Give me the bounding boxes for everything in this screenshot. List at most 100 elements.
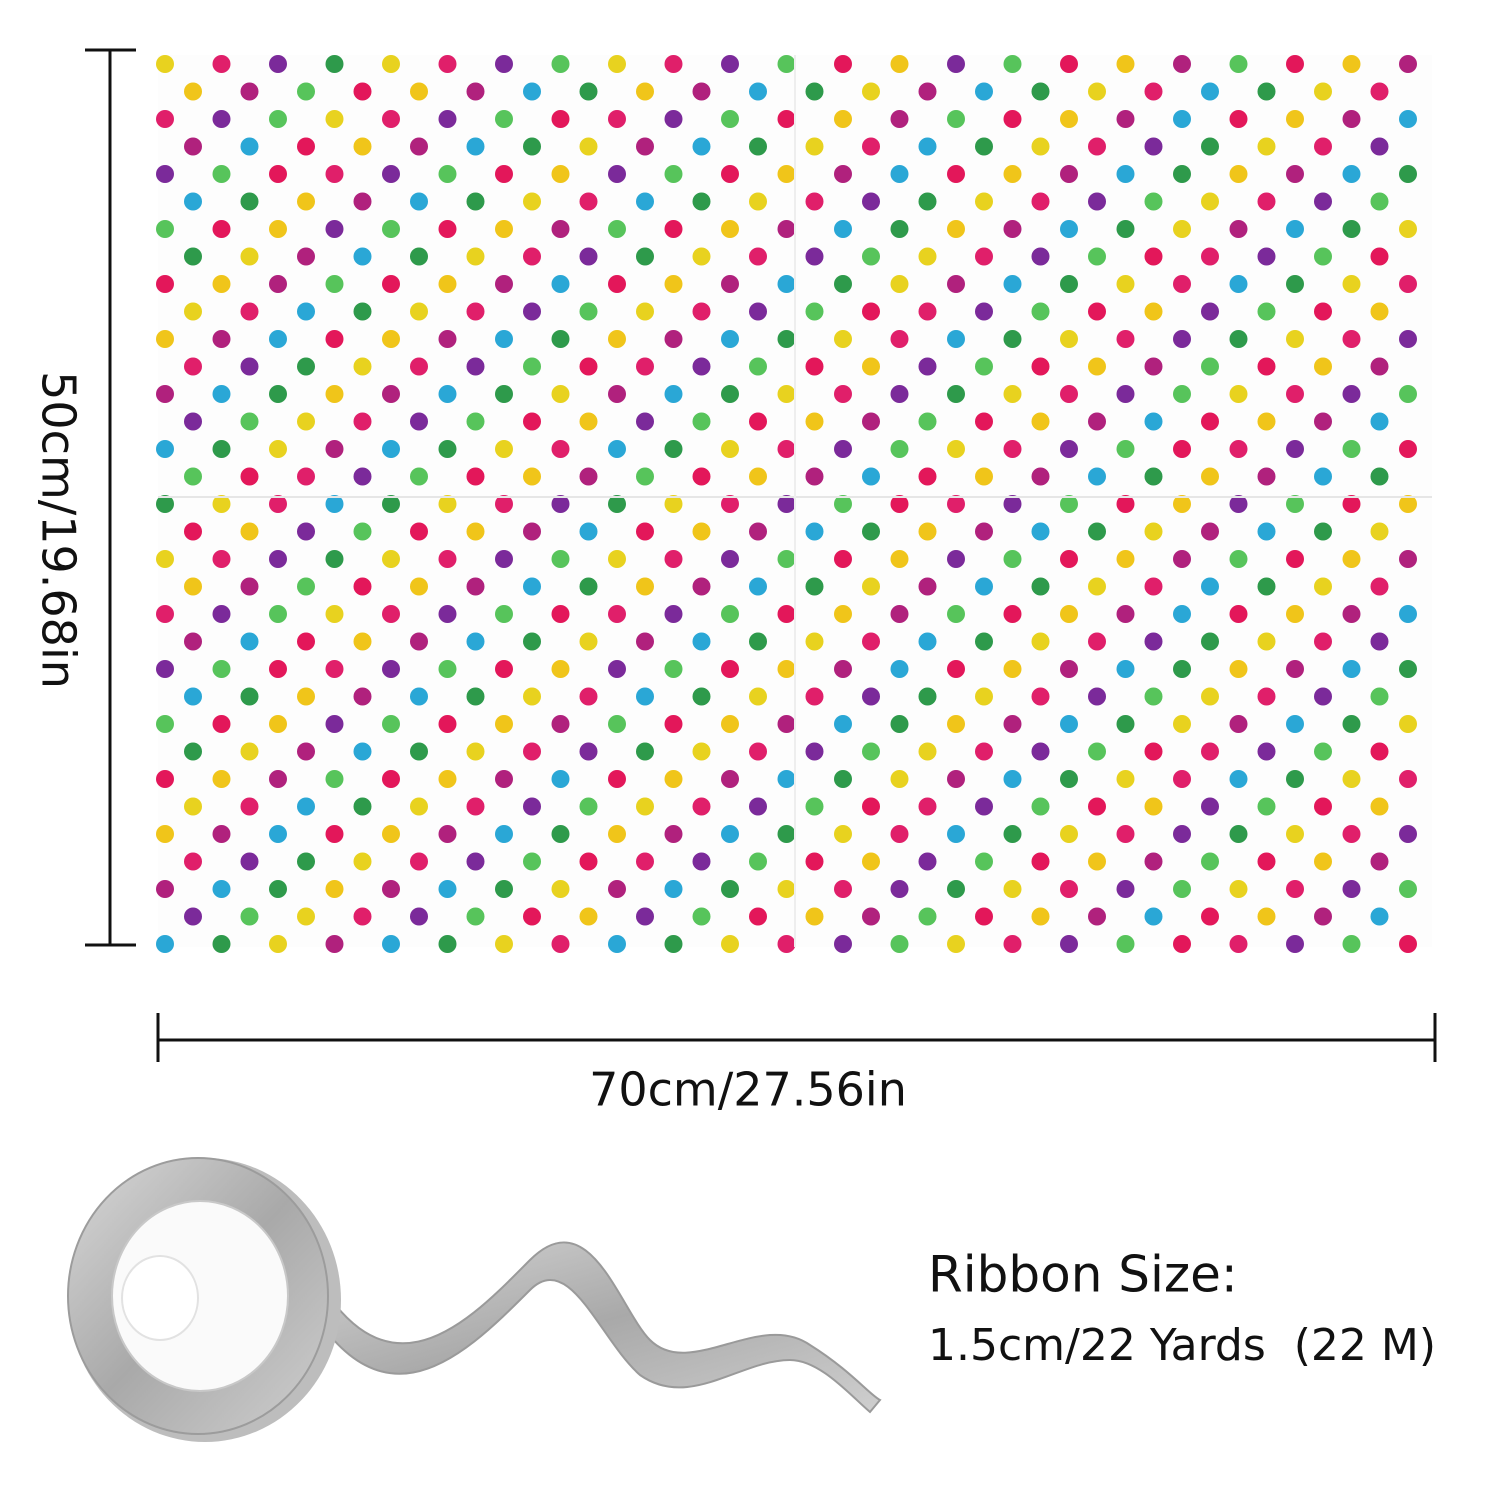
dot	[1173, 825, 1191, 843]
dot	[551, 660, 570, 678]
dot	[862, 137, 880, 156]
dot	[947, 550, 965, 568]
dot	[834, 495, 852, 513]
dot	[1201, 412, 1219, 431]
dot	[664, 605, 683, 623]
dot	[721, 275, 739, 293]
dot	[325, 440, 344, 458]
dot	[410, 907, 428, 926]
dot	[975, 687, 993, 706]
dot	[890, 550, 909, 568]
dot	[1003, 165, 1022, 183]
dot	[777, 55, 796, 73]
dot	[551, 825, 570, 843]
dot	[1201, 852, 1219, 871]
dot	[1342, 330, 1361, 348]
dot	[1399, 440, 1417, 458]
dot	[1031, 797, 1050, 816]
dot	[212, 220, 231, 238]
dot	[325, 220, 344, 238]
dot	[1286, 385, 1304, 403]
dot	[692, 742, 711, 761]
dot	[579, 302, 598, 321]
dot	[156, 330, 174, 348]
dot	[721, 220, 739, 238]
dot	[1314, 852, 1332, 871]
dot	[495, 165, 513, 183]
dot	[1173, 660, 1191, 678]
dot	[297, 247, 315, 266]
dot	[1031, 412, 1050, 431]
dot	[664, 770, 683, 788]
dot	[1003, 330, 1022, 348]
dot	[212, 55, 231, 73]
dot	[834, 660, 852, 678]
dot	[353, 742, 372, 761]
dot	[1088, 357, 1106, 376]
dot	[1370, 522, 1389, 541]
dot	[1060, 55, 1078, 73]
dot	[975, 357, 993, 376]
dot	[382, 330, 400, 348]
dot	[495, 330, 513, 348]
dot	[1144, 302, 1163, 321]
dot	[495, 385, 513, 403]
dot	[551, 770, 570, 788]
dot	[551, 605, 570, 623]
dot	[1257, 467, 1276, 486]
dot	[269, 440, 287, 458]
dot	[834, 330, 852, 348]
dot	[1314, 192, 1332, 211]
dot	[608, 880, 626, 898]
dot	[834, 275, 852, 293]
dot	[890, 220, 909, 238]
dot	[269, 220, 287, 238]
dot	[721, 110, 739, 128]
dot	[1399, 495, 1417, 513]
dot	[1201, 742, 1219, 761]
dot	[1257, 412, 1276, 431]
dot	[834, 825, 852, 843]
dot	[777, 440, 796, 458]
dot	[636, 687, 654, 706]
dot	[636, 577, 654, 596]
dot	[664, 935, 683, 953]
dot	[890, 330, 909, 348]
dot	[1229, 440, 1248, 458]
dot	[325, 275, 344, 293]
dot	[862, 247, 880, 266]
spool-center	[111, 1200, 289, 1392]
dot	[1088, 192, 1106, 211]
dot	[1201, 577, 1219, 596]
dot	[664, 715, 683, 733]
dot	[1370, 742, 1389, 761]
dot	[664, 495, 683, 513]
dot	[438, 110, 457, 128]
dot	[1257, 742, 1276, 761]
dot	[1003, 55, 1022, 73]
dot	[579, 907, 598, 926]
dot	[1116, 605, 1135, 623]
dot	[269, 275, 287, 293]
dot	[749, 907, 767, 926]
dot	[551, 880, 570, 898]
dot	[579, 632, 598, 651]
dot	[1144, 577, 1163, 596]
dot	[664, 110, 683, 128]
dot	[805, 632, 824, 651]
dot	[1144, 907, 1163, 926]
dot	[212, 275, 231, 293]
dot	[523, 577, 541, 596]
dot	[749, 247, 767, 266]
dot	[184, 577, 202, 596]
dot	[551, 385, 570, 403]
dot	[918, 467, 937, 486]
dot	[240, 852, 259, 871]
dot	[495, 660, 513, 678]
dot	[890, 825, 909, 843]
dot	[1286, 330, 1304, 348]
dot	[1229, 55, 1248, 73]
dot	[1370, 357, 1389, 376]
dot	[1370, 302, 1389, 321]
dot	[466, 247, 485, 266]
